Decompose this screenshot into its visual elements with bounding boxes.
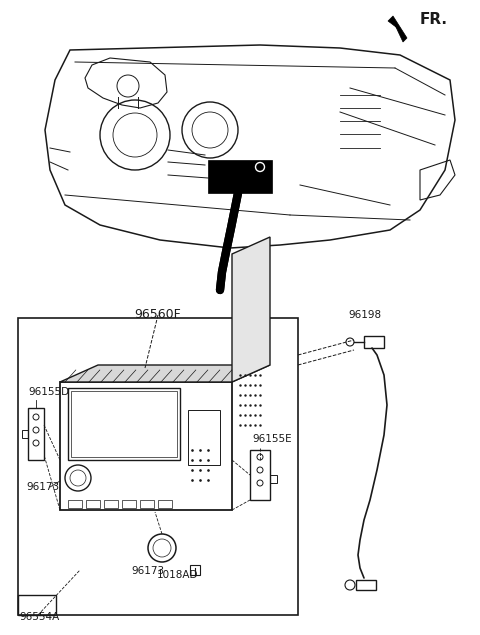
Bar	[364, 336, 384, 348]
Bar	[188, 410, 220, 465]
Bar	[270, 475, 277, 483]
Text: FR.: FR.	[420, 12, 448, 27]
Bar	[356, 580, 376, 590]
Polygon shape	[208, 160, 272, 193]
Polygon shape	[388, 16, 407, 42]
Bar	[60, 382, 232, 510]
Bar	[18, 595, 56, 615]
Bar	[18, 318, 298, 615]
Bar	[190, 565, 200, 575]
Bar	[158, 500, 172, 508]
Bar	[122, 500, 136, 508]
Text: 1018AD: 1018AD	[157, 570, 199, 580]
Polygon shape	[60, 365, 270, 382]
Bar	[71, 391, 177, 457]
Bar	[68, 500, 82, 508]
Text: 96173: 96173	[132, 566, 165, 576]
Bar	[68, 388, 180, 460]
Bar	[28, 408, 44, 460]
Bar	[86, 500, 100, 508]
Circle shape	[255, 163, 264, 171]
Polygon shape	[232, 237, 270, 382]
Text: 96560F: 96560F	[134, 308, 181, 321]
Bar	[22, 430, 28, 438]
Bar	[104, 500, 118, 508]
Text: 96155D: 96155D	[28, 387, 69, 397]
Bar	[250, 450, 270, 500]
Text: 96173: 96173	[26, 482, 59, 492]
Text: 96554A: 96554A	[19, 612, 59, 622]
Text: 96155E: 96155E	[252, 434, 292, 444]
Bar	[140, 500, 154, 508]
Text: 96198: 96198	[348, 310, 381, 320]
